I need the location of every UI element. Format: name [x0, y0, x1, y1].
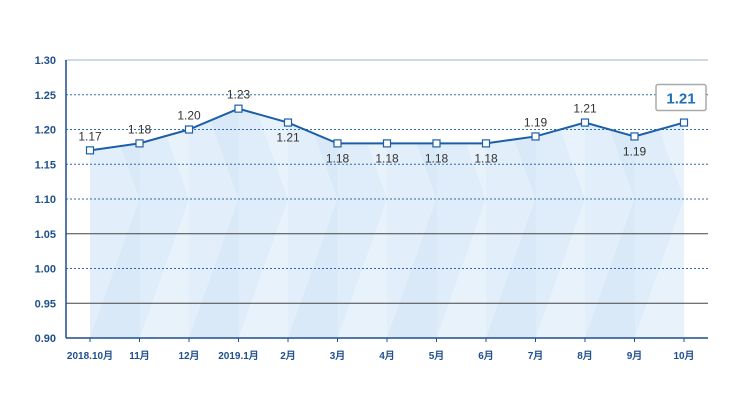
data-label: 1.21: [276, 131, 300, 145]
data-point: [184, 125, 194, 134]
x-tick-label: 8月: [577, 350, 593, 362]
data-label: 1.20: [177, 109, 201, 123]
highlight-callout: 1.21: [655, 83, 707, 112]
data-point: [382, 139, 392, 148]
data-markers: [85, 104, 689, 155]
data-label: 1.17: [78, 129, 102, 143]
y-tick-label: 1.05: [35, 229, 56, 241]
data-label: 1.18: [375, 151, 399, 165]
data-label: 1.18: [128, 122, 152, 136]
data-point: [333, 139, 342, 148]
x-tick-label: 5月: [429, 350, 445, 362]
x-tick-label: 3月: [330, 350, 346, 362]
data-point: [630, 132, 639, 141]
y-tick-label: 1.15: [35, 159, 56, 171]
area-facet: [288, 60, 338, 338]
data-point: [135, 139, 144, 148]
y-tick-label: 0.95: [35, 298, 56, 310]
x-tick-labels: 2018.10月 11月 12月 2019.1月 2月 3月 4月 5月 6月 7月 8月 9月 10月: [67, 338, 695, 362]
y-tick-label: 1.30: [35, 55, 56, 67]
data-label: 1.18: [474, 151, 498, 165]
x-tick-label: 4月: [379, 350, 395, 362]
data-label: 1.19: [524, 115, 548, 129]
x-tick-label: 7月: [528, 350, 544, 362]
x-tick-label: 2月: [280, 350, 296, 362]
data-label: 1.23: [227, 88, 251, 102]
y-tick-label: 0.90: [35, 333, 56, 345]
x-tick-label: 2019.1月: [218, 350, 259, 362]
x-tick-label: 2018.10月: [67, 350, 113, 362]
data-point: [580, 118, 590, 127]
y-tick-label: 1.10: [35, 194, 56, 206]
area-mask: [90, 59, 684, 151]
x-tick-label: 11月: [129, 350, 150, 362]
data-point: [481, 139, 491, 148]
data-labels: 1.17 1.18 1.20 1.23 1.21 1.18 1.18 1.18 1.18 1.19…: [78, 88, 646, 166]
y-tick-labels: 0.90 0.95 1.00 1.05 1.10 1.15 1.20 1.25 1.30: [35, 55, 56, 345]
data-point: [234, 104, 243, 113]
data-label: 1.21: [573, 102, 597, 116]
gridlines: [66, 59, 708, 304]
data-point: [432, 139, 441, 148]
y-tick-label: 1.00: [35, 264, 56, 276]
data-label: 1.19: [623, 144, 647, 158]
area-facet: [585, 60, 635, 338]
data-point: [679, 118, 689, 127]
x-tick-label: 9月: [627, 350, 643, 362]
data-point: [531, 132, 540, 141]
y-tick-label: 1.25: [35, 90, 56, 102]
x-tick-label: 12月: [178, 350, 199, 362]
highlight-value: 1.21: [666, 91, 695, 108]
x-tick-label: 10月: [673, 350, 694, 362]
data-point: [283, 118, 293, 127]
x-tick-label: 6月: [478, 350, 494, 362]
y-tick-label: 1.20: [35, 125, 56, 137]
area-facet: [189, 60, 239, 338]
data-label: 1.18: [425, 151, 449, 165]
data-point: [85, 146, 95, 155]
highlight-box: [655, 83, 707, 112]
data-label: 1.18: [326, 151, 350, 165]
